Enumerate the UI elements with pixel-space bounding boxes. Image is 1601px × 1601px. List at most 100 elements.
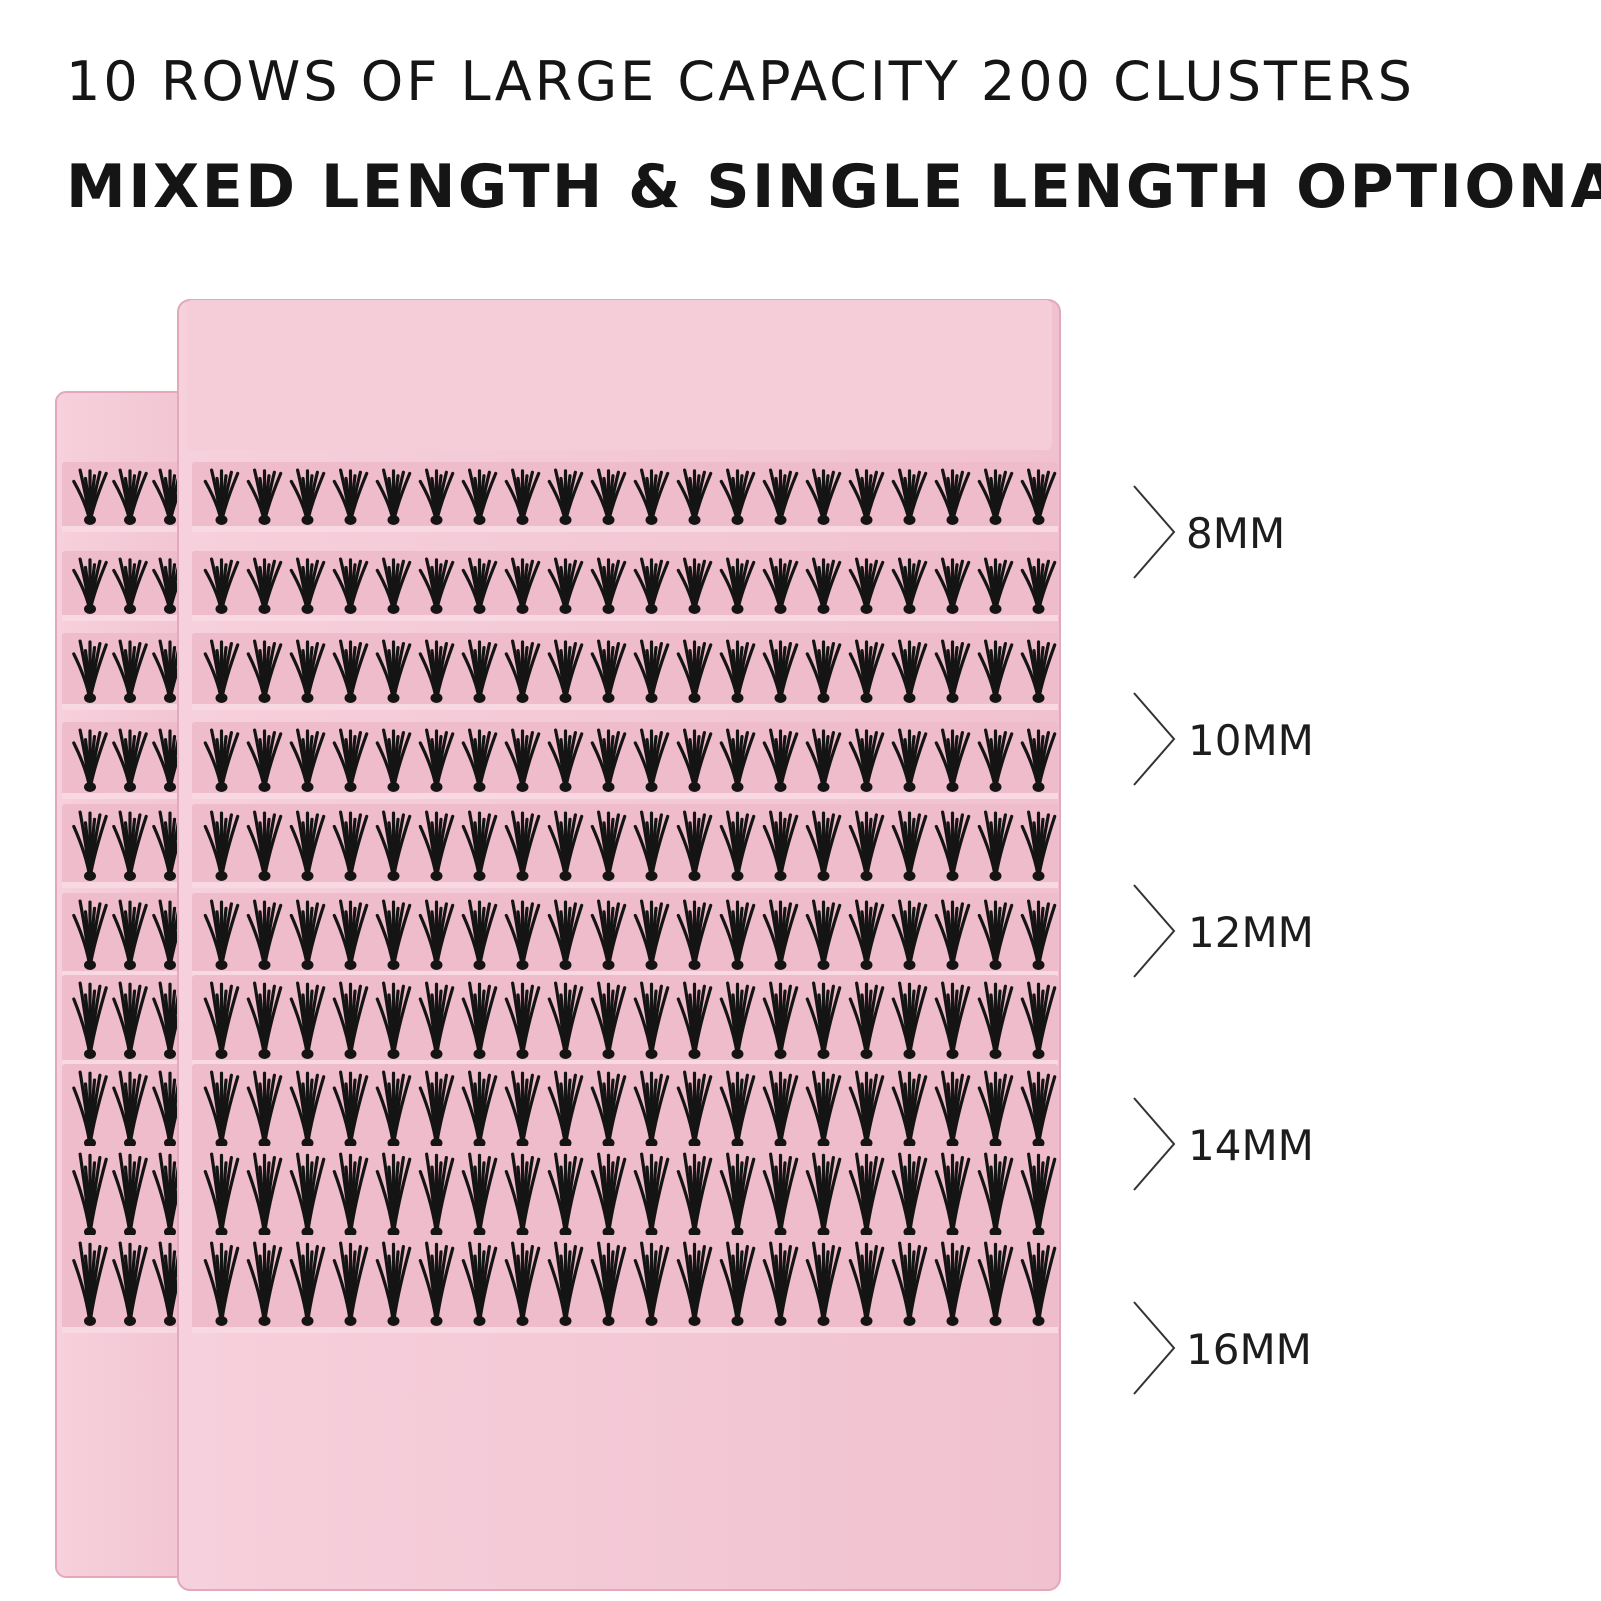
- lash-cluster: [891, 1241, 928, 1326]
- lash-cluster: [112, 728, 148, 792]
- lash-cluster: [246, 1152, 283, 1237]
- lash-cluster: [289, 981, 326, 1059]
- lash-cluster: [977, 1152, 1014, 1237]
- lash-cluster: [805, 1152, 842, 1237]
- lash-cluster: [112, 899, 148, 970]
- lash-cluster: [547, 981, 584, 1059]
- lash-row: [62, 462, 198, 532]
- lash-cluster: [246, 1241, 283, 1326]
- length-label-8mm: 8MM: [1133, 485, 1285, 579]
- lash-cluster: [203, 557, 240, 614]
- lash-cluster: [289, 1152, 326, 1237]
- lash-cluster: [633, 1241, 670, 1326]
- lash-row: [62, 804, 198, 888]
- lash-cluster: [332, 639, 369, 703]
- lash-row: [62, 893, 198, 977]
- lash-cluster: [805, 981, 842, 1059]
- lash-cluster: [719, 810, 756, 881]
- lash-cluster: [762, 1070, 799, 1148]
- lash-cluster: [977, 639, 1014, 703]
- lash-cluster: [375, 1241, 412, 1326]
- lash-cluster: [848, 899, 885, 970]
- lash-cluster: [891, 1070, 928, 1148]
- lash-cluster: [246, 981, 283, 1059]
- lash-cluster: [719, 1070, 756, 1148]
- lash-cluster: [461, 728, 498, 792]
- lash-cluster: [1020, 639, 1057, 703]
- lash-cluster: [203, 1241, 240, 1326]
- lash-cluster: [461, 810, 498, 881]
- lash-cluster: [719, 1241, 756, 1326]
- lash-cluster: [1020, 810, 1057, 881]
- lash-cluster: [676, 468, 713, 525]
- lash-cluster: [72, 1241, 108, 1326]
- lash-cluster: [633, 810, 670, 881]
- lash-cluster: [112, 1070, 148, 1148]
- lash-cluster: [152, 639, 188, 703]
- lash-cluster: [977, 1070, 1014, 1148]
- lash-cluster: [504, 557, 541, 614]
- lash-cluster: [891, 557, 928, 614]
- lash-cluster: [504, 1152, 541, 1237]
- lash-cluster: [375, 981, 412, 1059]
- lash-cluster: [719, 639, 756, 703]
- lash-cluster: [375, 899, 412, 970]
- lash-cluster: [72, 981, 108, 1059]
- lash-cluster: [547, 1241, 584, 1326]
- lash-cluster: [1020, 728, 1057, 792]
- lash-cluster: [934, 728, 971, 792]
- lash-cluster: [676, 981, 713, 1059]
- lash-cluster: [375, 557, 412, 614]
- lash-cluster: [375, 468, 412, 525]
- lash-cluster: [418, 557, 455, 614]
- lash-row: [62, 1064, 198, 1155]
- lash-cluster: [590, 639, 627, 703]
- front-tray: [177, 299, 1061, 1591]
- lash-cluster: [676, 639, 713, 703]
- lash-cluster: [676, 810, 713, 881]
- headline-capacity: 10 ROWS OF LARGE CAPACITY 200 CLUSTERS: [66, 50, 1415, 113]
- lash-cluster: [848, 1070, 885, 1148]
- lash-cluster: [848, 981, 885, 1059]
- lash-cluster: [633, 981, 670, 1059]
- lash-cluster: [332, 810, 369, 881]
- lash-cluster: [504, 639, 541, 703]
- lash-cluster: [246, 1070, 283, 1148]
- lash-cluster: [547, 468, 584, 525]
- back-tray: [55, 391, 237, 1578]
- lash-cluster: [547, 557, 584, 614]
- length-label-10mm: 10MM: [1133, 692, 1314, 786]
- lash-cluster: [418, 1241, 455, 1326]
- headline-length-options: MIXED LENGTH & SINGLE LENGTH OPTIONAL: [66, 152, 1601, 222]
- lash-cluster: [934, 981, 971, 1059]
- lash-row: [192, 1235, 1058, 1333]
- lash-cluster: [289, 468, 326, 525]
- lash-cluster: [934, 468, 971, 525]
- lash-cluster: [332, 557, 369, 614]
- lash-cluster: [418, 728, 455, 792]
- lash-row: [192, 893, 1058, 977]
- lash-row: [62, 551, 198, 621]
- lash-cluster: [203, 639, 240, 703]
- lash-cluster: [547, 639, 584, 703]
- lash-cluster: [504, 728, 541, 792]
- lash-cluster: [934, 639, 971, 703]
- lash-cluster: [289, 557, 326, 614]
- lash-cluster: [934, 1070, 971, 1148]
- lash-cluster: [934, 899, 971, 970]
- lash-cluster: [676, 1241, 713, 1326]
- lash-cluster: [246, 557, 283, 614]
- lash-cluster: [1020, 1152, 1057, 1237]
- length-label-text: 8MM: [1186, 509, 1285, 558]
- lash-cluster: [891, 981, 928, 1059]
- lash-cluster: [719, 557, 756, 614]
- lash-cluster: [504, 1241, 541, 1326]
- lash-cluster: [547, 810, 584, 881]
- lash-cluster: [203, 981, 240, 1059]
- lash-cluster: [375, 810, 412, 881]
- lash-cluster: [934, 810, 971, 881]
- lash-cluster: [112, 468, 148, 525]
- lash-cluster: [848, 557, 885, 614]
- length-label-text: 14MM: [1188, 1121, 1314, 1170]
